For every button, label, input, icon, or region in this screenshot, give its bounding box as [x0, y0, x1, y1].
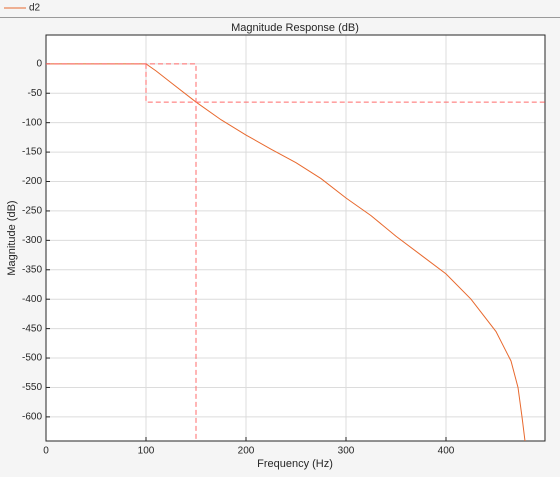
- y-tick-label: -600: [22, 412, 42, 423]
- legend-entry: d2: [29, 3, 41, 14]
- y-tick-label: 0: [36, 58, 42, 69]
- y-tick-label: -500: [22, 353, 42, 364]
- plot-area: [46, 35, 545, 441]
- y-tick-label: -250: [22, 206, 42, 217]
- x-axis-label: Frequency (Hz): [257, 458, 333, 470]
- y-tick-label: -400: [22, 294, 42, 305]
- x-tick-label: 400: [438, 446, 455, 457]
- mask-line: [46, 63, 545, 441]
- data-line: [46, 63, 526, 442]
- axes-box: [45, 34, 546, 442]
- chart-title: Magnitude Response (dB): [231, 22, 359, 34]
- x-tick-label: 200: [238, 446, 255, 457]
- y-tick-label: -450: [22, 323, 42, 334]
- y-tick-label: -200: [22, 176, 42, 187]
- y-tick-label: -100: [22, 117, 42, 128]
- x-tick-label: 0: [43, 446, 49, 457]
- y-tick-label: -300: [22, 235, 42, 246]
- y-tick-label: -50: [28, 88, 43, 99]
- x-tick-label: 100: [138, 446, 155, 457]
- y-tick-label: -350: [22, 264, 42, 275]
- x-tick-label: 300: [338, 446, 355, 457]
- y-tick-label: -550: [22, 382, 42, 393]
- y-axis-label: Magnitude (dB): [6, 200, 18, 275]
- y-tick-label: -150: [22, 147, 42, 158]
